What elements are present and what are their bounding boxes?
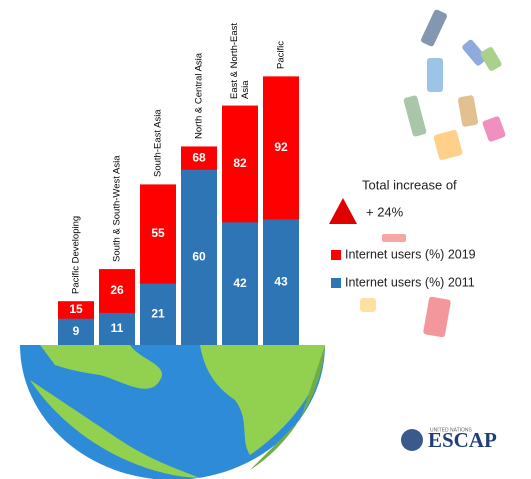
- category-label: Pacific Developing: [70, 216, 82, 295]
- bar-2011: [58, 318, 94, 345]
- value-label: 42: [233, 276, 247, 290]
- value-label: 11: [111, 321, 124, 335]
- bar-2011: [140, 283, 176, 345]
- value-label: 43: [274, 274, 288, 288]
- legend-label: Internet users (%) 2019: [345, 247, 476, 261]
- bar-2011: [222, 222, 258, 345]
- value-label: 9: [73, 324, 80, 338]
- bar-2011: [181, 169, 217, 345]
- category-label: North & Central Asia: [193, 53, 205, 140]
- value-label: 82: [233, 156, 247, 170]
- logo: UNITED NATIONS ESCAP: [401, 427, 497, 452]
- value-label: 68: [192, 150, 206, 164]
- logo-org: UNITED NATIONS: [430, 427, 473, 433]
- category-label: East & North-East Asia: [229, 22, 251, 99]
- increase-arrow: [329, 198, 357, 224]
- value-label: 60: [192, 250, 206, 264]
- value-label: 21: [151, 307, 165, 321]
- logo-name: ESCAP: [428, 428, 497, 452]
- category-label: South-East Asia: [152, 109, 164, 178]
- annotation-value: + 24%: [366, 204, 404, 219]
- value-label: 55: [151, 226, 165, 240]
- category-label: South & South-West Asia: [111, 155, 123, 263]
- legend-label: Internet users (%) 2011: [345, 275, 475, 289]
- decoration: [20, 9, 506, 479]
- value-label: 15: [69, 302, 83, 316]
- value-label: 26: [110, 283, 124, 297]
- legend-swatch: [331, 278, 341, 288]
- category-label: Pacific: [275, 41, 287, 70]
- value-label: 92: [274, 140, 288, 154]
- bar-2011: [99, 312, 135, 345]
- annotation: Total increase of: [362, 177, 457, 192]
- legend-swatch: [331, 250, 341, 260]
- bar-2011: [263, 219, 299, 345]
